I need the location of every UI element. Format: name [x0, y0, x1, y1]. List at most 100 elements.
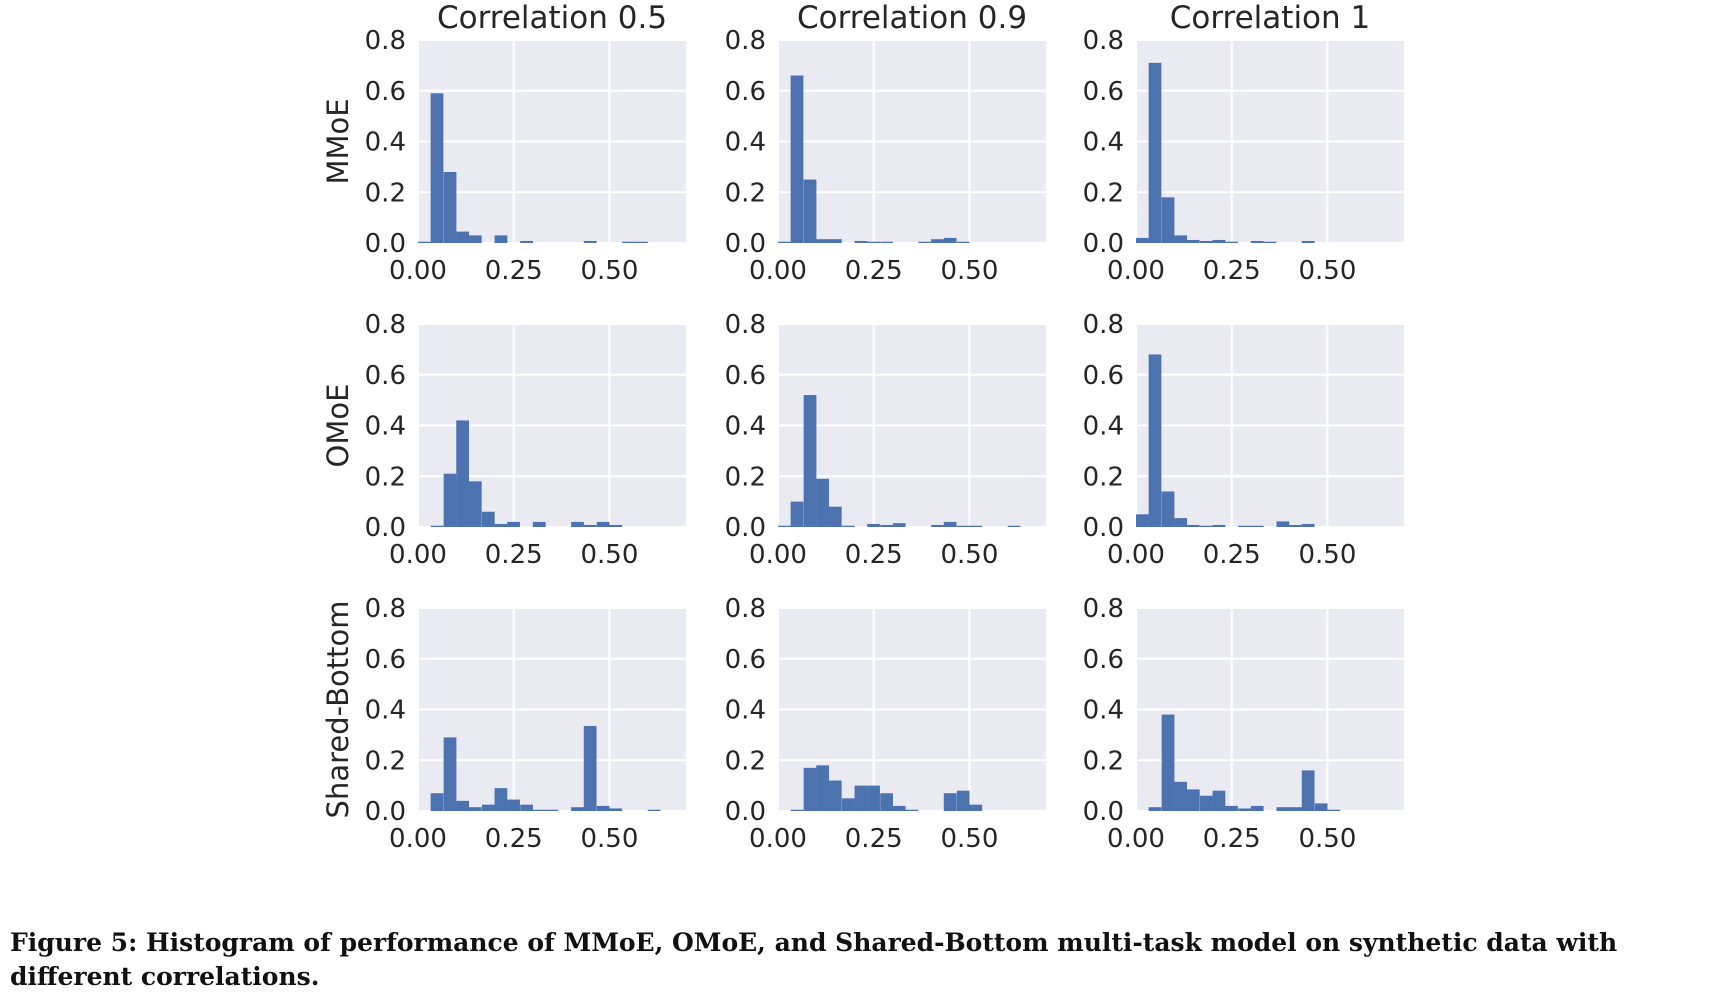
y-tick-label: 0.4 [365, 696, 406, 726]
y-tick-label: 0.8 [365, 26, 406, 56]
histogram-bar [583, 524, 597, 527]
y-tick-label: 0.0 [1083, 797, 1124, 827]
histogram-bar [867, 241, 880, 243]
y-tick-label: 0.6 [1083, 77, 1124, 107]
x-tick-label: 0.50 [1298, 824, 1356, 854]
histogram-bar [468, 481, 482, 527]
y-tick-label: 0.6 [1083, 645, 1124, 675]
histogram-bar [931, 239, 944, 243]
y-tick-label: 0.4 [365, 128, 406, 158]
y-tick-label: 0.2 [725, 746, 766, 776]
histogram-bar [1314, 803, 1328, 811]
y-tick-label: 0.2 [725, 178, 766, 208]
histogram-bar [520, 804, 533, 811]
histogram-bar [507, 521, 520, 527]
histogram-panel-omoe-correlation-0-5: 0.0 0.2 0.4 0.6 0.8 0.00 0.25 0.50 [365, 310, 686, 570]
histogram-bar [803, 395, 817, 527]
histogram-bar [545, 809, 559, 811]
y-tick-label: 0.0 [365, 797, 406, 827]
histogram-bar [481, 511, 495, 527]
y-tick-label: 0.2 [365, 462, 406, 492]
y-tick-label: 0.6 [725, 361, 766, 391]
histogram-bar [635, 241, 648, 243]
y-tick-label: 0.4 [725, 696, 766, 726]
row-label-shared-bottom: Shared-Bottom [321, 601, 355, 819]
histogram-bar [1238, 525, 1251, 527]
histogram-bar [828, 780, 842, 811]
histogram-bar [828, 506, 842, 527]
histogram-bar [880, 793, 893, 811]
histogram-bar [790, 75, 804, 244]
y-tick-label: 0.6 [365, 361, 406, 391]
histogram-bar [1301, 770, 1315, 811]
x-tick-label: 0.25 [1203, 824, 1261, 854]
histogram-bar [494, 788, 508, 811]
histogram-bar [494, 523, 508, 527]
histogram-bar [867, 523, 880, 527]
histogram-bar [1289, 524, 1302, 527]
y-tick-label: 0.8 [1083, 594, 1124, 624]
y-tick-label: 0.8 [725, 594, 766, 624]
histogram-panel-omoe-correlation-1: 0.0 0.2 0.4 0.6 0.8 0.00 0.25 0.50 [1083, 310, 1404, 570]
y-tick-label: 0.0 [1083, 513, 1124, 543]
x-tick-label: 0.25 [1203, 540, 1261, 570]
histogram-bar [1199, 795, 1213, 811]
histogram-bar [1327, 809, 1341, 811]
histogram-bar [456, 420, 470, 527]
histogram-bar [1301, 523, 1315, 527]
histogram-bar [430, 793, 444, 811]
y-tick-label: 0.8 [1083, 26, 1124, 56]
y-tick-label: 0.0 [365, 229, 406, 259]
y-tick-label: 0.6 [365, 645, 406, 675]
y-tick-label: 0.2 [1083, 746, 1124, 776]
histogram-panel-mmoe-correlation-0-5: 0.0 0.2 0.4 0.6 0.8 0.00 0.25 0.50 [365, 26, 686, 286]
histogram-grid-figure: Correlation 0.5 Correlation 0.9 Correlatio… [321, 0, 1404, 854]
y-tick-label: 0.6 [365, 77, 406, 107]
histogram-bar [1289, 807, 1302, 811]
histogram-bar [1186, 789, 1200, 811]
y-tick-label: 0.6 [725, 645, 766, 675]
histogram-bar [1148, 354, 1162, 527]
histogram-bar [943, 793, 957, 811]
x-tick-label: 0.00 [389, 824, 447, 854]
x-tick-label: 0.50 [580, 824, 638, 854]
histogram-bar [468, 807, 482, 811]
x-tick-label: 0.25 [1203, 256, 1261, 286]
histogram-bar [1276, 521, 1290, 527]
histogram-bar [816, 239, 830, 243]
histogram-bar [956, 241, 970, 243]
y-tick-label: 0.0 [725, 797, 766, 827]
x-tick-label: 0.00 [749, 256, 807, 286]
histogram-bar [583, 725, 597, 811]
histogram-bar [790, 501, 804, 527]
histogram-bar [1148, 807, 1162, 811]
histogram-bar [828, 239, 842, 243]
histogram-bar [1148, 62, 1162, 244]
x-tick-label: 0.00 [749, 824, 807, 854]
histogram-bar [892, 805, 906, 811]
histogram-bar [1250, 240, 1264, 243]
y-tick-label: 0.0 [1083, 229, 1124, 259]
y-tick-label: 0.8 [1083, 310, 1124, 340]
x-tick-label: 0.50 [940, 540, 998, 570]
y-tick-label: 0.4 [1083, 412, 1124, 442]
histogram-bar [854, 785, 868, 811]
histogram-bar [609, 524, 623, 527]
x-tick-label: 0.50 [940, 824, 998, 854]
y-tick-label: 0.2 [1083, 462, 1124, 492]
histogram-bar [571, 521, 584, 527]
histogram-bar [931, 524, 944, 527]
y-tick-label: 0.0 [725, 229, 766, 259]
column-title-correlation-1: Correlation 1 [1170, 0, 1371, 36]
x-tick-label: 0.00 [749, 540, 807, 570]
histogram-bar [1136, 514, 1149, 527]
x-tick-label: 0.50 [580, 540, 638, 570]
histogram-bar [803, 179, 817, 243]
histogram-bar [956, 525, 970, 527]
histogram-bar [1174, 235, 1188, 243]
histogram-bar [494, 235, 508, 243]
histogram-bar [532, 809, 546, 811]
row-label-mmoe: MMoE [321, 98, 355, 184]
x-tick-label: 0.25 [845, 540, 903, 570]
histogram-bar [443, 737, 457, 811]
